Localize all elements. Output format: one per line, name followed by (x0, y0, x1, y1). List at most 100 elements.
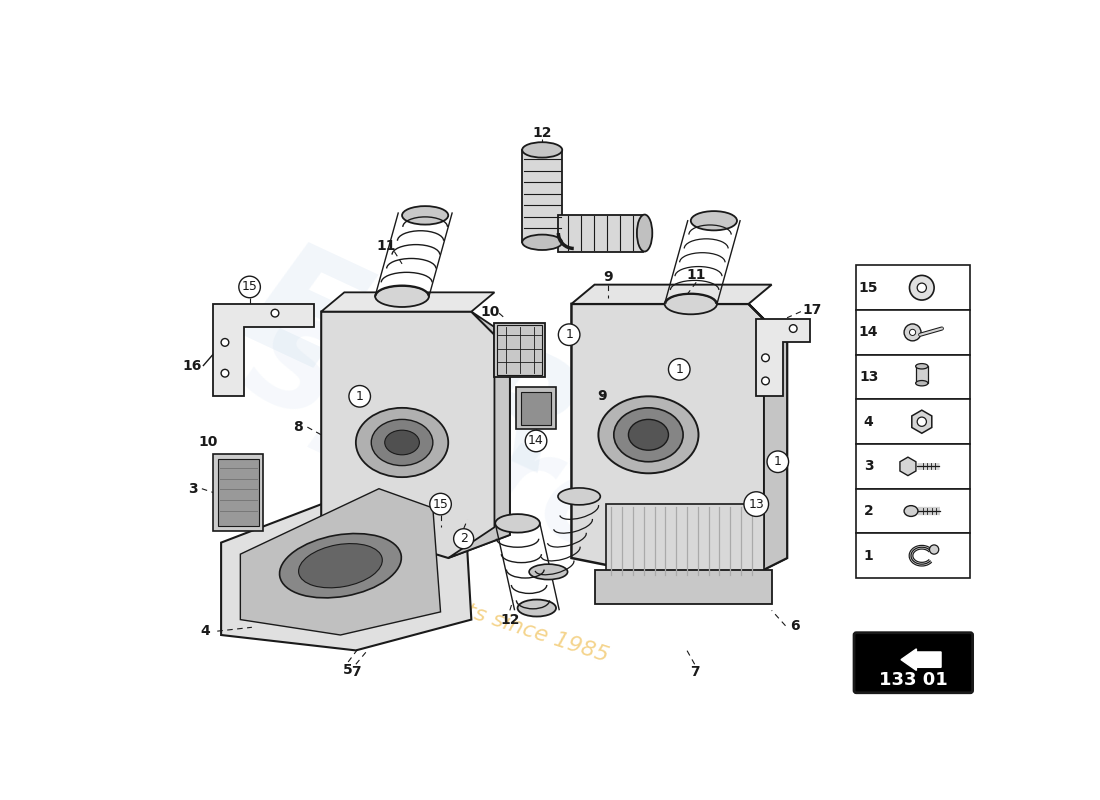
Polygon shape (912, 410, 932, 434)
Circle shape (430, 494, 451, 515)
Ellipse shape (915, 363, 928, 369)
Text: EURO: EURO (224, 228, 718, 564)
Ellipse shape (598, 396, 698, 474)
Text: 1: 1 (355, 390, 364, 403)
Circle shape (790, 325, 798, 332)
Polygon shape (606, 504, 763, 578)
Polygon shape (241, 489, 440, 635)
Ellipse shape (664, 294, 717, 314)
Circle shape (910, 275, 934, 300)
Text: 133 01: 133 01 (879, 670, 948, 689)
Text: 6: 6 (790, 618, 800, 633)
Ellipse shape (529, 564, 568, 579)
Ellipse shape (628, 419, 669, 450)
Text: 15: 15 (859, 281, 879, 294)
Circle shape (221, 338, 229, 346)
Circle shape (761, 354, 769, 362)
Polygon shape (757, 319, 810, 396)
Polygon shape (213, 304, 314, 396)
Polygon shape (221, 474, 472, 650)
Text: 7: 7 (690, 665, 700, 679)
Text: Spares: Spares (227, 301, 716, 615)
Text: 13: 13 (859, 370, 879, 384)
Text: 5: 5 (343, 662, 353, 677)
Circle shape (910, 330, 915, 335)
Ellipse shape (614, 408, 683, 462)
Ellipse shape (298, 543, 383, 588)
Polygon shape (572, 304, 788, 589)
Ellipse shape (691, 211, 737, 230)
Polygon shape (495, 323, 544, 377)
Text: 12: 12 (500, 613, 519, 626)
Bar (856, 534, 970, 578)
Circle shape (526, 430, 547, 452)
Ellipse shape (915, 381, 928, 386)
Text: 1: 1 (565, 328, 573, 341)
Polygon shape (520, 392, 551, 425)
Ellipse shape (517, 599, 556, 617)
Text: 14: 14 (528, 434, 543, 447)
Ellipse shape (558, 488, 601, 505)
Circle shape (559, 324, 580, 346)
Bar (856, 399, 970, 444)
Text: 4: 4 (201, 624, 210, 638)
Text: 17: 17 (802, 303, 822, 317)
Polygon shape (915, 366, 928, 383)
Text: 14: 14 (859, 326, 879, 339)
Ellipse shape (522, 142, 562, 158)
Circle shape (930, 545, 938, 554)
Bar (856, 354, 970, 399)
Polygon shape (321, 312, 510, 558)
Text: 1: 1 (675, 363, 683, 376)
Circle shape (271, 310, 279, 317)
Circle shape (221, 370, 229, 377)
Text: 1: 1 (774, 455, 782, 468)
Text: 12: 12 (532, 126, 552, 140)
Ellipse shape (495, 514, 540, 533)
Text: 4: 4 (864, 414, 873, 429)
Text: 15: 15 (242, 281, 257, 294)
Circle shape (349, 386, 371, 407)
Ellipse shape (279, 534, 401, 598)
Text: 15: 15 (432, 498, 449, 510)
Bar (497, 326, 542, 374)
Polygon shape (594, 570, 772, 604)
Text: 2: 2 (864, 504, 873, 518)
Ellipse shape (403, 206, 449, 225)
FancyBboxPatch shape (854, 633, 972, 693)
Ellipse shape (356, 408, 449, 477)
Text: 10: 10 (198, 435, 218, 450)
Text: 7: 7 (351, 665, 361, 679)
Text: 2: 2 (460, 532, 467, 546)
Polygon shape (572, 285, 772, 304)
Text: 10: 10 (481, 305, 500, 318)
Circle shape (744, 492, 769, 517)
Polygon shape (321, 292, 495, 312)
Polygon shape (449, 312, 510, 558)
Polygon shape (726, 304, 788, 589)
Polygon shape (218, 458, 258, 526)
Ellipse shape (522, 234, 562, 250)
Ellipse shape (385, 430, 419, 455)
Polygon shape (516, 387, 556, 430)
Text: 11: 11 (377, 239, 396, 253)
Bar (856, 444, 970, 489)
Bar (856, 266, 970, 310)
Ellipse shape (904, 506, 917, 517)
Text: 1: 1 (864, 549, 873, 562)
Text: 11: 11 (686, 268, 706, 282)
Polygon shape (522, 150, 562, 242)
Ellipse shape (372, 419, 433, 466)
Bar (856, 310, 970, 354)
Circle shape (917, 283, 926, 292)
Bar (856, 489, 970, 534)
Circle shape (904, 324, 921, 341)
Polygon shape (559, 214, 643, 251)
FancyArrow shape (901, 649, 942, 670)
Text: 9: 9 (598, 390, 606, 403)
Text: 8: 8 (294, 420, 302, 434)
Circle shape (453, 529, 474, 549)
Circle shape (917, 417, 926, 426)
Text: 3: 3 (188, 482, 197, 496)
Circle shape (669, 358, 690, 380)
